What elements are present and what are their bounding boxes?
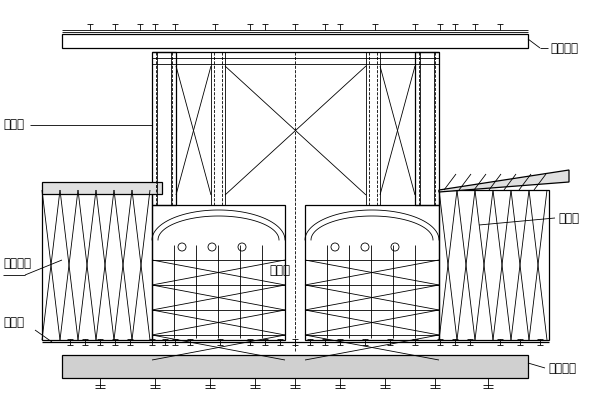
Bar (415, 52, 439, 205)
Bar (62, 355, 528, 378)
Bar (211, 52, 225, 205)
Text: 内导梁: 内导梁 (269, 263, 291, 277)
Bar (152, 52, 176, 205)
Text: 底纵梁: 底纵梁 (3, 315, 24, 329)
Bar (62, 34, 528, 48)
Text: 前下横梁: 前下横梁 (548, 362, 576, 374)
Text: 菱形架: 菱形架 (3, 119, 24, 131)
Bar (42, 190, 152, 340)
Text: 外导梁: 外导梁 (558, 211, 579, 225)
Bar (366, 52, 380, 205)
Text: 前上横梁: 前上横梁 (550, 42, 578, 54)
Bar (305, 205, 439, 340)
Text: 外模系统: 外模系统 (3, 257, 31, 270)
Bar (42, 182, 162, 194)
Bar (152, 205, 285, 340)
Bar (439, 190, 549, 340)
Polygon shape (439, 170, 569, 192)
